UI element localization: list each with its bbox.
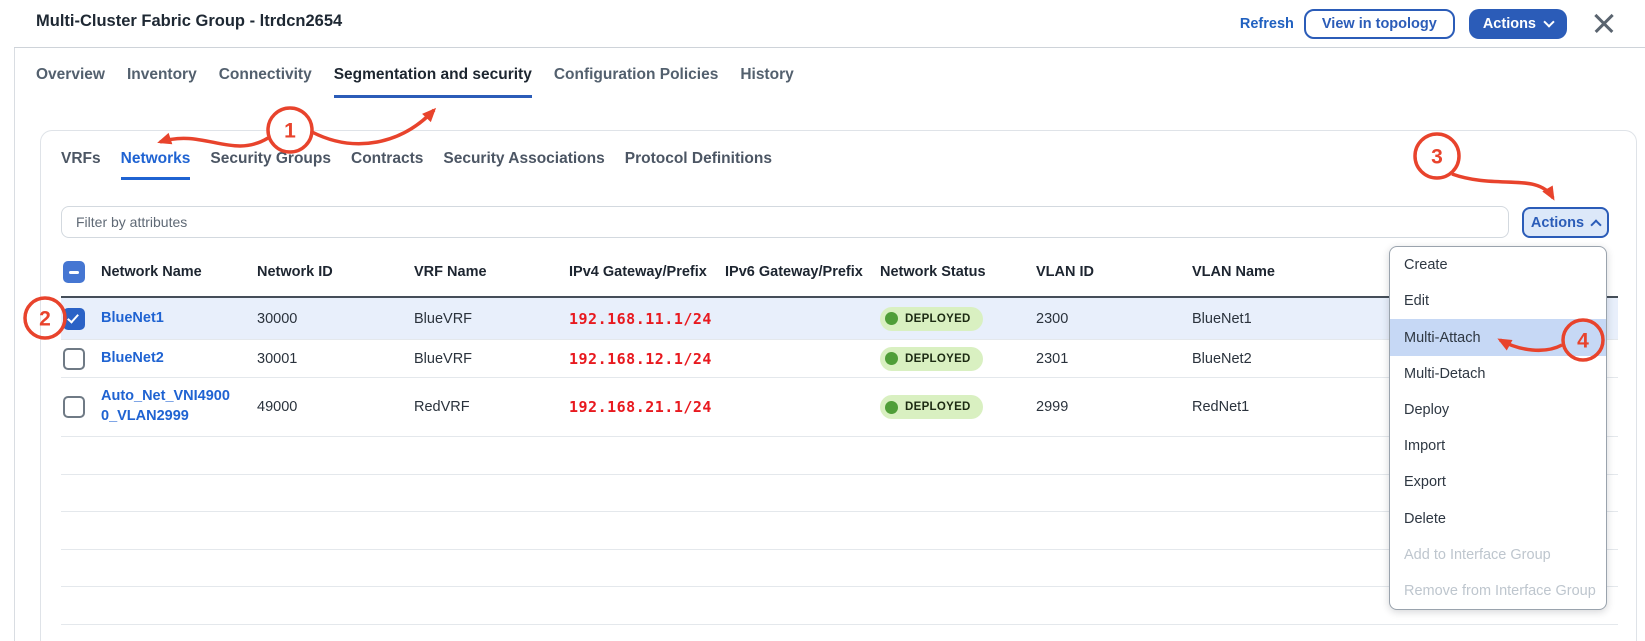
- column-header-vrf-name[interactable]: VRF Name: [414, 264, 487, 280]
- column-header-vlan-id[interactable]: VLAN ID: [1036, 264, 1094, 280]
- row-checkbox[interactable]: [63, 347, 85, 370]
- cell-vlan-id: 2300: [1036, 310, 1069, 327]
- chevron-down-icon: [1543, 16, 1555, 28]
- status-dot-icon: [885, 400, 898, 414]
- cell-vlan-name: RedNet1: [1192, 399, 1250, 415]
- tab-inventory[interactable]: Inventory: [126, 66, 197, 83]
- tab-history[interactable]: History: [740, 66, 794, 83]
- refresh-link[interactable]: Refresh: [1239, 16, 1294, 32]
- column-header-network-name[interactable]: Network Name: [101, 264, 202, 280]
- menu-item-add-to-interface-group: Add to Interface Group: [1404, 546, 1551, 563]
- menu-item-export[interactable]: Export: [1404, 474, 1446, 491]
- table-row[interactable]: BlueNet2 30001 BlueVRF 192.168.12.1/24 D…: [61, 340, 1618, 378]
- cell-vrf-name: BlueVRF: [414, 310, 473, 327]
- subtab-security-associations[interactable]: Security Associations: [443, 150, 605, 167]
- network-name-link[interactable]: Auto_Net_VNI49000_VLAN2999: [101, 388, 230, 424]
- menu-item-multi-attach[interactable]: Multi-Attach: [1390, 319, 1606, 356]
- networks-table: Network Name Network ID VRF Name IPv4 Ga…: [61, 248, 1618, 641]
- empty-table-row: [61, 437, 1618, 475]
- empty-table-row: [61, 475, 1618, 512]
- cell-vlan-name: BlueNet2: [1192, 350, 1252, 367]
- column-header-ipv6[interactable]: IPv6 Gateway/Prefix: [725, 264, 863, 280]
- status-badge: DEPLOYED: [880, 346, 983, 371]
- cell-vrf-name: BlueVRF: [414, 350, 473, 367]
- column-header-network-status[interactable]: Network Status: [880, 264, 986, 280]
- subtab-protocol-definitions[interactable]: Protocol Definitions: [624, 150, 772, 167]
- table-row[interactable]: Auto_Net_VNI49000_VLAN2999 49000 RedVRF …: [61, 378, 1618, 437]
- network-name-link[interactable]: BlueNet1: [101, 309, 164, 326]
- column-header-ipv4[interactable]: IPv4 Gateway/Prefix: [569, 264, 707, 280]
- table-actions-button[interactable]: Actions: [1522, 207, 1609, 238]
- header-actions-button[interactable]: Actions: [1468, 9, 1567, 39]
- cell-vlan-id: 2301: [1036, 350, 1069, 367]
- status-badge: DEPLOYED: [880, 306, 983, 331]
- empty-table-row: [61, 587, 1618, 625]
- chevron-up-icon: [1590, 218, 1602, 231]
- menu-item-multi-detach[interactable]: Multi-Detach: [1404, 365, 1486, 382]
- cell-vlan-id: 2999: [1036, 399, 1069, 415]
- column-header-vlan-name[interactable]: VLAN Name: [1192, 264, 1275, 280]
- cell-network-id: 30000: [257, 310, 298, 327]
- indeterminate-dash-icon: [69, 271, 79, 274]
- column-header-network-id[interactable]: Network ID: [257, 264, 333, 280]
- page-title: Multi-Cluster Fabric Group - ltrdcn2654: [36, 12, 343, 30]
- empty-table-row: [61, 512, 1618, 550]
- menu-item-import[interactable]: Import: [1404, 438, 1446, 455]
- empty-table-row: [61, 550, 1618, 587]
- subtab-contracts[interactable]: Contracts: [351, 150, 424, 167]
- subtab-vrfs[interactable]: VRFs: [61, 150, 101, 167]
- subtab-networks[interactable]: Networks: [120, 150, 191, 180]
- table-row[interactable]: BlueNet1 30000 BlueVRF 192.168.11.1/24 D…: [61, 298, 1618, 340]
- status-dot-icon: [885, 312, 898, 325]
- cell-ipv4-gateway: 192.168.11.1/24: [569, 309, 712, 328]
- cell-vlan-name: BlueNet1: [1192, 310, 1252, 327]
- network-name-link[interactable]: BlueNet2: [101, 349, 164, 366]
- empty-table-row: [61, 625, 1618, 641]
- cell-ipv4-gateway: 192.168.21.1/24: [569, 398, 712, 416]
- cell-vrf-name: RedVRF: [414, 399, 470, 415]
- tab-configuration-policies[interactable]: Configuration Policies: [553, 66, 719, 83]
- row-checkbox[interactable]: [63, 307, 85, 330]
- menu-item-remove-from-interface-group: Remove from Interface Group: [1404, 582, 1596, 599]
- cell-ipv4-gateway: 192.168.12.1/24: [569, 349, 712, 368]
- cell-network-id: 49000: [257, 399, 298, 415]
- subtab-security-groups[interactable]: Security Groups: [210, 150, 331, 167]
- tab-connectivity[interactable]: Connectivity: [218, 66, 312, 83]
- status-badge: DEPLOYED: [880, 395, 983, 419]
- view-in-topology-button[interactable]: View in topology: [1303, 9, 1455, 39]
- status-dot-icon: [885, 352, 898, 365]
- tab-overview[interactable]: Overview: [36, 66, 105, 83]
- table-header-row: Network Name Network ID VRF Name IPv4 Ga…: [61, 248, 1618, 298]
- page-header: Multi-Cluster Fabric Group - ltrdcn2654 …: [14, 0, 1645, 48]
- menu-item-delete[interactable]: Delete: [1404, 510, 1446, 527]
- select-all-checkbox[interactable]: [63, 261, 85, 283]
- actions-menu: Create Edit Multi-Attach Multi-Detach De…: [1389, 246, 1607, 610]
- menu-item-edit[interactable]: Edit: [1404, 293, 1429, 310]
- check-icon: [67, 310, 79, 324]
- tab-segmentation-and-security[interactable]: Segmentation and security: [333, 66, 532, 98]
- sub-tabs: VRFs Networks Security Groups Contracts …: [61, 150, 772, 180]
- row-checkbox[interactable]: [63, 396, 85, 418]
- cell-network-id: 30001: [257, 350, 298, 367]
- content-card: VRFs Networks Security Groups Contracts …: [40, 130, 1637, 641]
- close-icon[interactable]: [1591, 11, 1617, 37]
- menu-item-deploy[interactable]: Deploy: [1404, 401, 1450, 418]
- modal-left-edge: [14, 0, 15, 641]
- main-tabs: Overview Inventory Connectivity Segmenta…: [36, 66, 794, 98]
- menu-item-create[interactable]: Create: [1404, 257, 1448, 274]
- header-actions-group: Refresh View in topology Actions: [1240, 9, 1617, 39]
- filter-input[interactable]: [61, 206, 1509, 238]
